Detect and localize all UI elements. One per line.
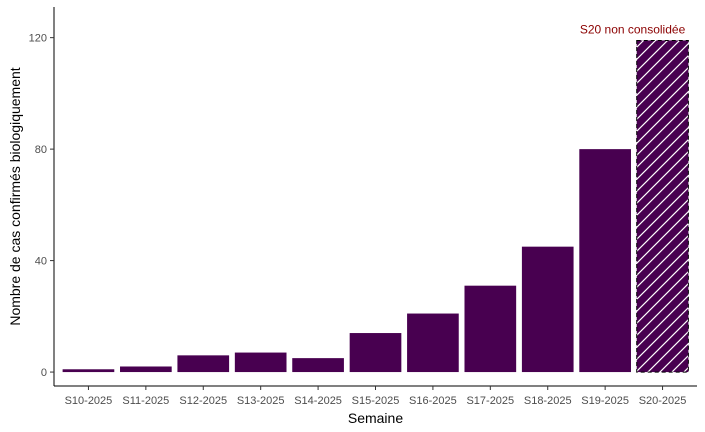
y-tick-label: 120 — [29, 33, 47, 45]
x-tick-label: S18-2025 — [524, 395, 572, 407]
bar-S20-2025 — [636, 39, 689, 373]
x-axis: S10-2025 S11-2025 S12-2025 S13-2025 S14-2025… — [54, 385, 697, 407]
annotation-label: S20 non consolidée — [580, 22, 686, 36]
bar-S14-2025 — [292, 358, 344, 373]
x-tick-label: S17-2025 — [466, 395, 514, 407]
x-tick-label: S16-2025 — [409, 395, 457, 407]
y-tick-label: 80 — [35, 144, 47, 156]
y-axis-title: Nombre de cas confirmés biologiquement — [7, 67, 23, 325]
x-tick-label: S12-2025 — [179, 395, 227, 407]
y-tick-label: 40 — [35, 256, 47, 268]
bar-S19-2025 — [579, 149, 631, 373]
bar-S11-2025 — [120, 366, 172, 373]
x-tick-label: S19-2025 — [581, 395, 629, 407]
x-tick-label: S13-2025 — [237, 395, 285, 407]
y-tick-label: 0 — [41, 367, 47, 379]
bar-S18-2025 — [521, 246, 574, 373]
x-tick-label: S10-2025 — [65, 395, 113, 407]
x-tick-label: S11-2025 — [122, 395, 169, 407]
x-axis-title: Semaine — [348, 410, 403, 426]
bar-S12-2025 — [177, 355, 230, 373]
x-tick-label: S20-2025 — [639, 395, 687, 407]
bar-S15-2025 — [349, 333, 402, 373]
bar-S17-2025 — [464, 285, 517, 373]
x-tick-label: S15-2025 — [352, 395, 400, 407]
bar-S16-2025 — [407, 313, 459, 373]
y-axis: 0 40 80 120 — [29, 7, 55, 386]
bar-S10-2025 — [62, 369, 115, 373]
x-tick-label: S14-2025 — [294, 395, 342, 407]
bars-group — [62, 39, 689, 373]
bar-S13-2025 — [234, 352, 287, 373]
